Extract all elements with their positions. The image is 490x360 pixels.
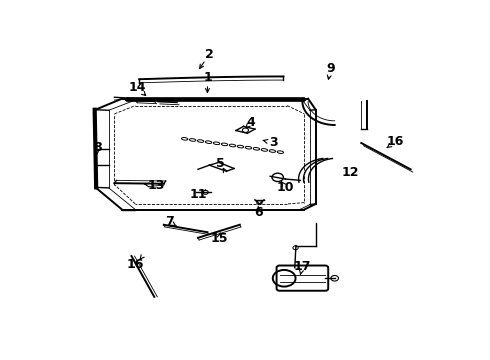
Text: 11: 11 xyxy=(189,188,207,201)
Circle shape xyxy=(243,128,248,132)
Text: 16: 16 xyxy=(126,258,144,271)
Text: 3: 3 xyxy=(270,136,278,149)
Text: 15: 15 xyxy=(210,232,227,245)
Text: 4: 4 xyxy=(247,116,255,129)
Text: 2: 2 xyxy=(205,48,214,61)
Text: 5: 5 xyxy=(217,157,225,170)
Text: 6: 6 xyxy=(254,206,263,219)
Text: 8: 8 xyxy=(93,141,101,154)
Text: 1: 1 xyxy=(203,71,212,84)
Text: 17: 17 xyxy=(294,260,311,273)
Circle shape xyxy=(257,201,262,204)
Text: 14: 14 xyxy=(128,81,146,94)
Text: 10: 10 xyxy=(276,181,294,194)
Text: 13: 13 xyxy=(147,179,165,193)
Text: 12: 12 xyxy=(341,166,359,179)
Text: 7: 7 xyxy=(165,216,174,229)
Text: 16: 16 xyxy=(387,135,404,148)
Text: 9: 9 xyxy=(326,62,335,75)
